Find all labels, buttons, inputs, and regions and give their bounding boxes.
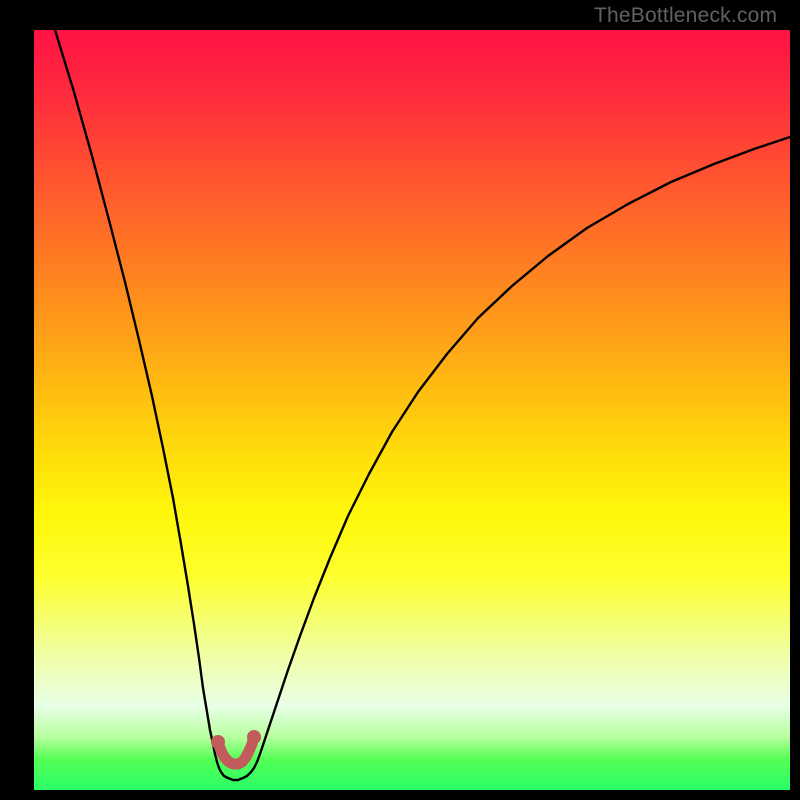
bottleneck-curve	[55, 30, 790, 780]
attribution-text: TheBottleneck.com	[594, 4, 777, 28]
chart-frame	[0, 0, 800, 800]
chart-svg-layer	[0, 0, 800, 800]
highlight-endpoint-right	[247, 730, 261, 744]
highlight-endpoint-left	[211, 735, 225, 749]
